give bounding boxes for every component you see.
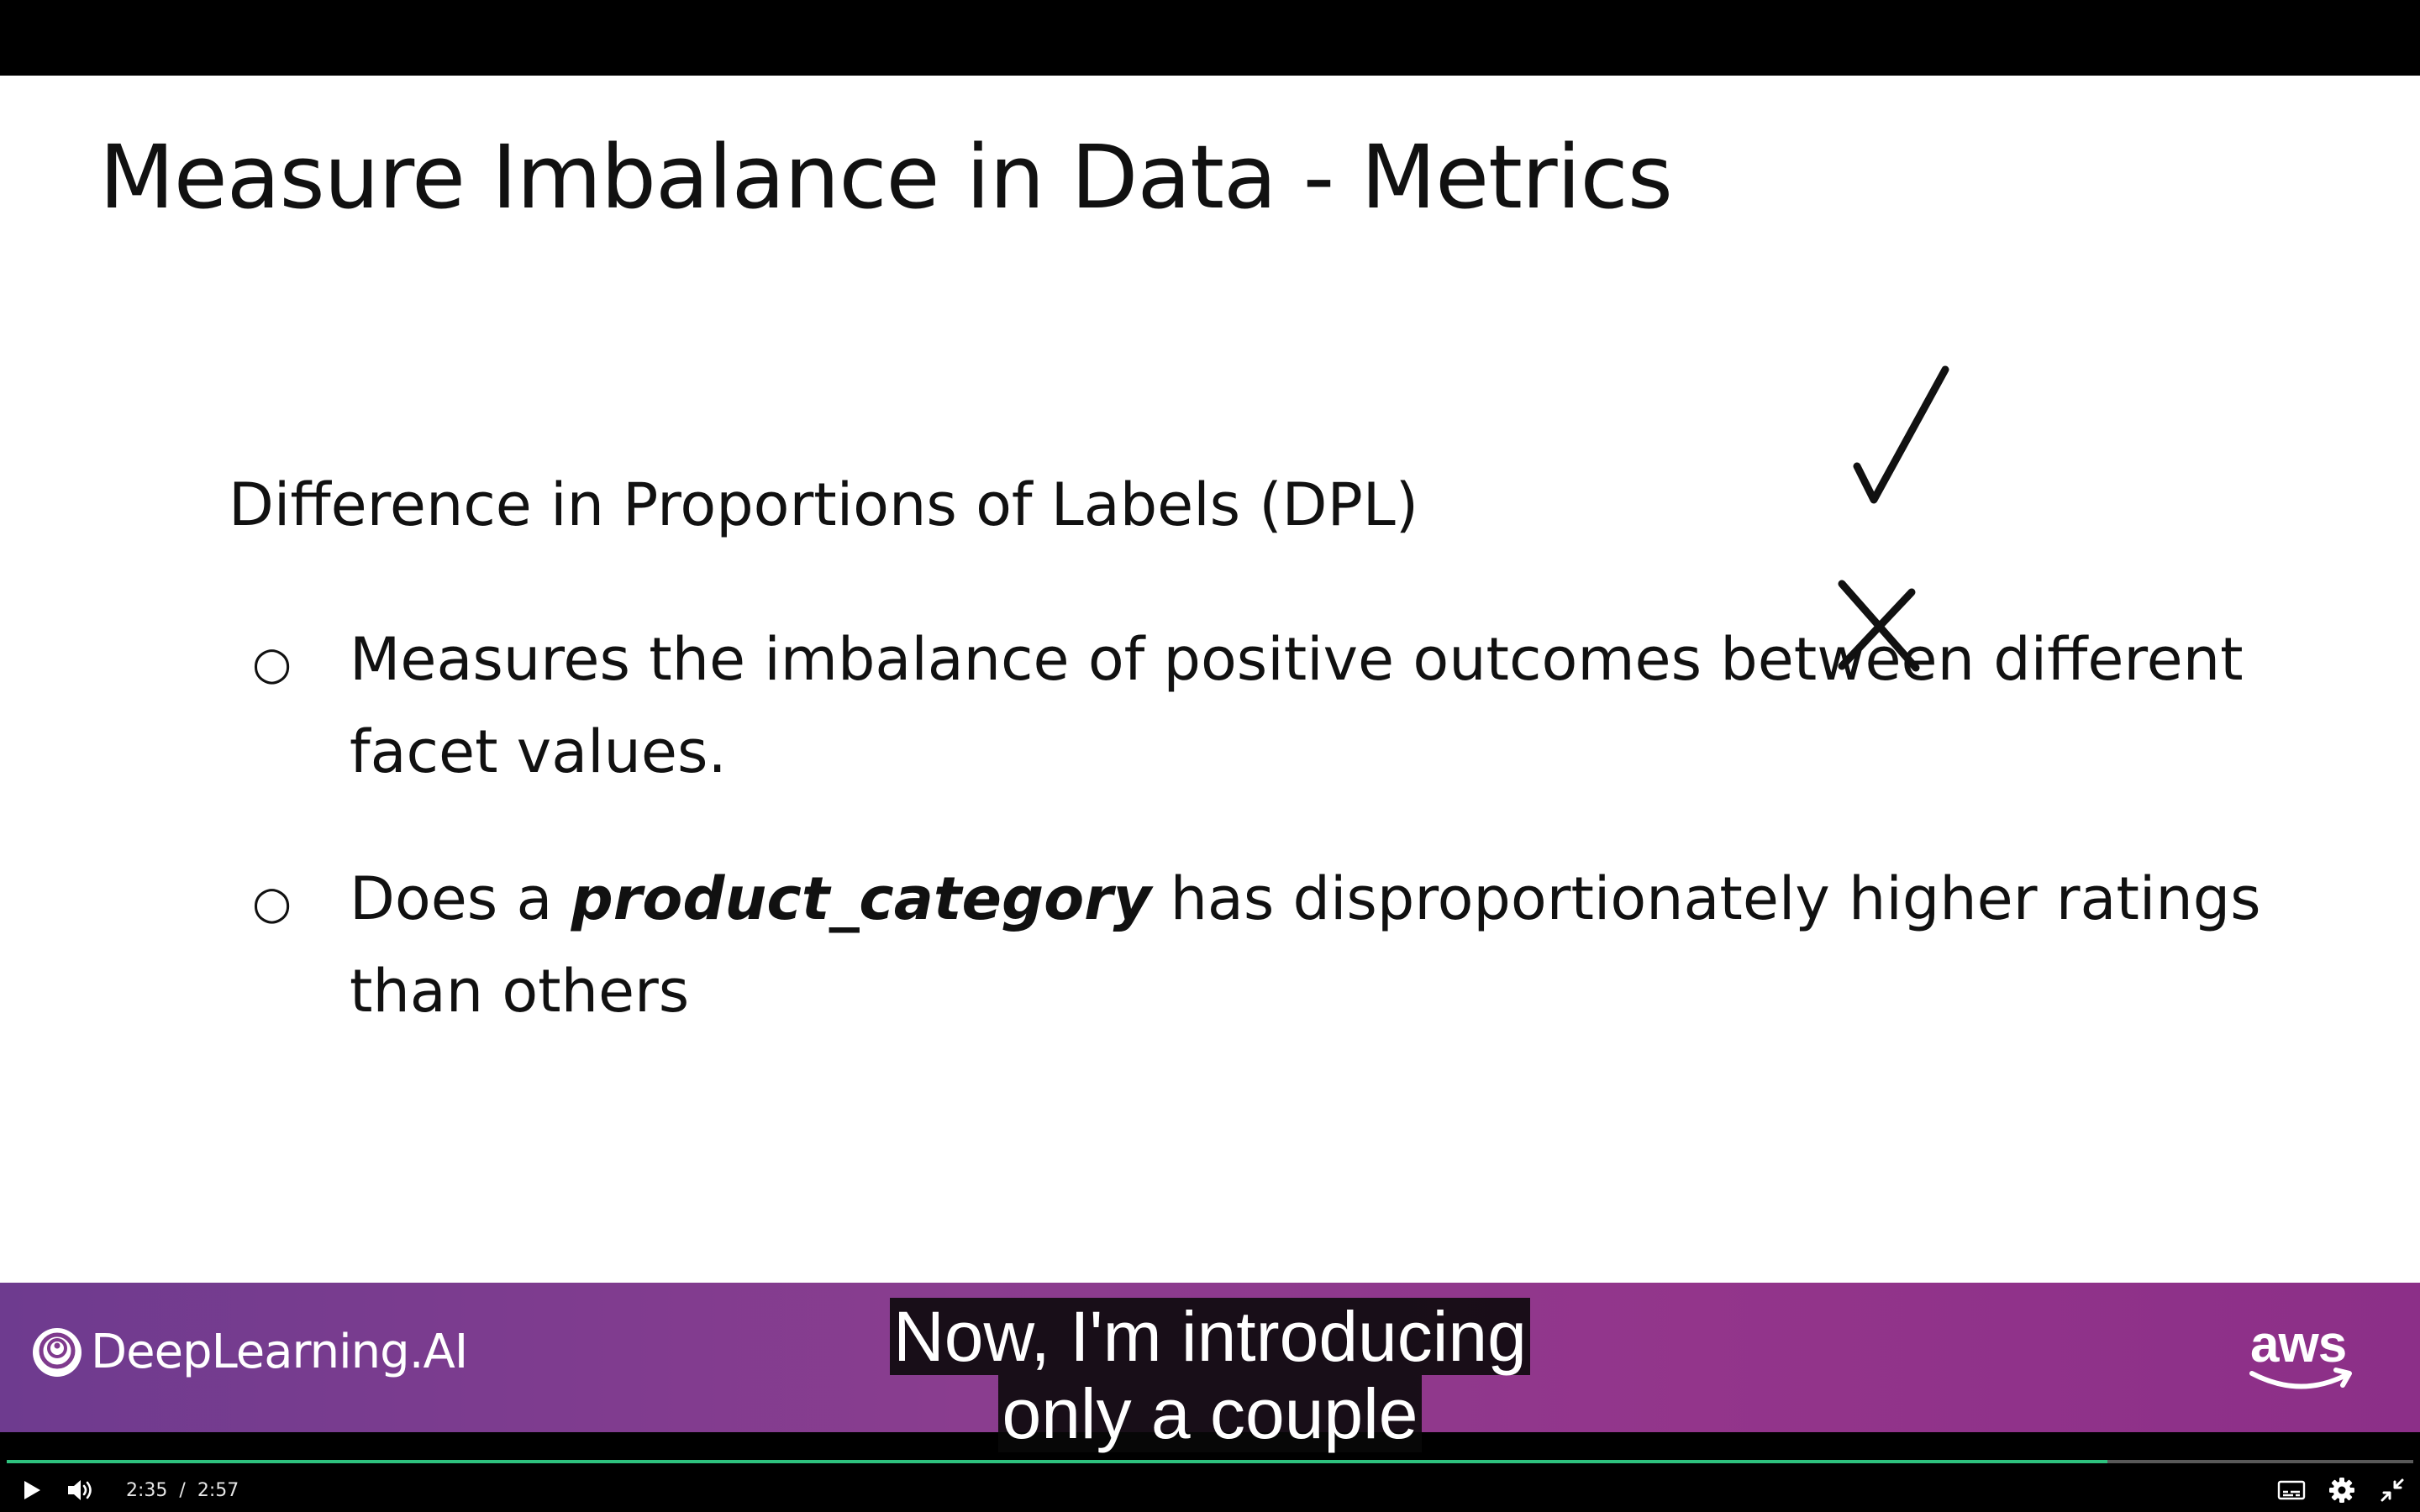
subtitle-line-1: Now, I'm introducing <box>890 1298 1530 1375</box>
bullet-example-emphasis: product_category <box>571 864 1152 933</box>
bullet-example-suffix: has disproportionately higher ratings th… <box>350 864 2261 1026</box>
cross-icon <box>1838 580 1920 672</box>
time-separator: / <box>179 1479 186 1501</box>
aws-logo: aws <box>2245 1315 2363 1399</box>
gear-icon <box>2329 1478 2354 1503</box>
subtitle-overlay: Now, I'm introducing only a couple <box>0 1298 2420 1452</box>
progress-bar-fill <box>7 1460 2108 1463</box>
metric-heading: Difference in Proportions of Labels (DPL… <box>229 470 1419 539</box>
slide-title: Measure Imbalance in Data - Metrics <box>99 126 1673 228</box>
play-icon <box>24 1481 40 1499</box>
exit-fullscreen-icon <box>2381 1478 2404 1502</box>
settings-button[interactable] <box>2321 1468 2363 1512</box>
lecture-slide: Measure Imbalance in Data - Metrics Diff… <box>0 76 2420 1283</box>
deeplearning-ai-logo: DeepLearning.AI <box>30 1325 468 1379</box>
progress-bar[interactable] <box>7 1460 2413 1463</box>
bullet-marker: ○ <box>252 637 292 690</box>
current-time: 2:35 <box>126 1479 168 1501</box>
bullet-example-prefix: Does a <box>350 864 571 933</box>
handwritten-marks <box>1838 365 1949 672</box>
captions-icon <box>2277 1480 2306 1500</box>
volume-icon <box>68 1480 92 1500</box>
bullet-dpl-definition: Measures the imbalance of positive outco… <box>350 625 2244 786</box>
aws-logo-text: aws <box>2250 1315 2347 1373</box>
volume-button[interactable] <box>60 1468 101 1512</box>
total-duration: 2:57 <box>197 1479 239 1501</box>
bullet-dpl-example: Does a product_category has disproportio… <box>350 853 2349 1037</box>
time-display: 2:35 / 2:57 <box>126 1468 239 1512</box>
captions-button[interactable] <box>2270 1468 2312 1512</box>
aws-smile-icon <box>2249 1368 2352 1389</box>
deeplearning-ai-logo-text: DeepLearning.AI <box>91 1325 468 1379</box>
player-controls: 2:35 / 2:57 <box>0 1468 2420 1512</box>
bullet-marker: ○ <box>252 876 292 929</box>
subtitle-line-2: only a couple <box>998 1375 1422 1452</box>
deeplearning-ai-logo-icon <box>33 1327 82 1377</box>
exit-fullscreen-button[interactable] <box>2371 1468 2413 1512</box>
play-button[interactable] <box>13 1468 50 1512</box>
checkmark-icon <box>1853 365 1949 504</box>
